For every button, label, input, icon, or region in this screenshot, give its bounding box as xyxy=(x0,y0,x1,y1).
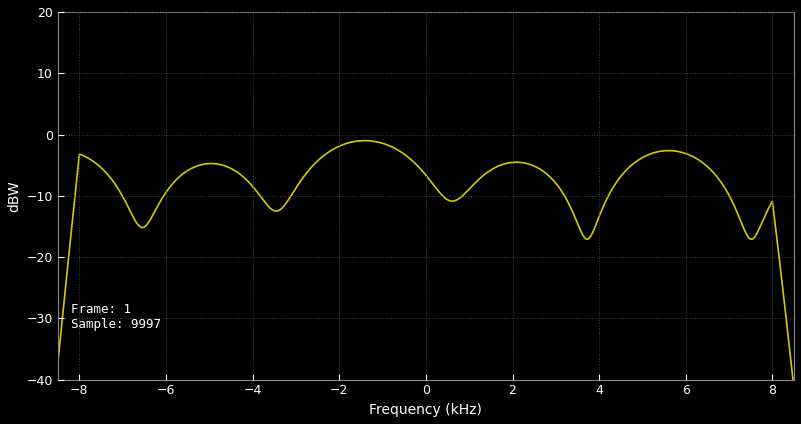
Text: Frame: 1
Sample: 9997: Frame: 1 Sample: 9997 xyxy=(70,303,161,331)
Y-axis label: dBW: dBW xyxy=(7,180,21,212)
X-axis label: Frequency (kHz): Frequency (kHz) xyxy=(369,403,482,417)
